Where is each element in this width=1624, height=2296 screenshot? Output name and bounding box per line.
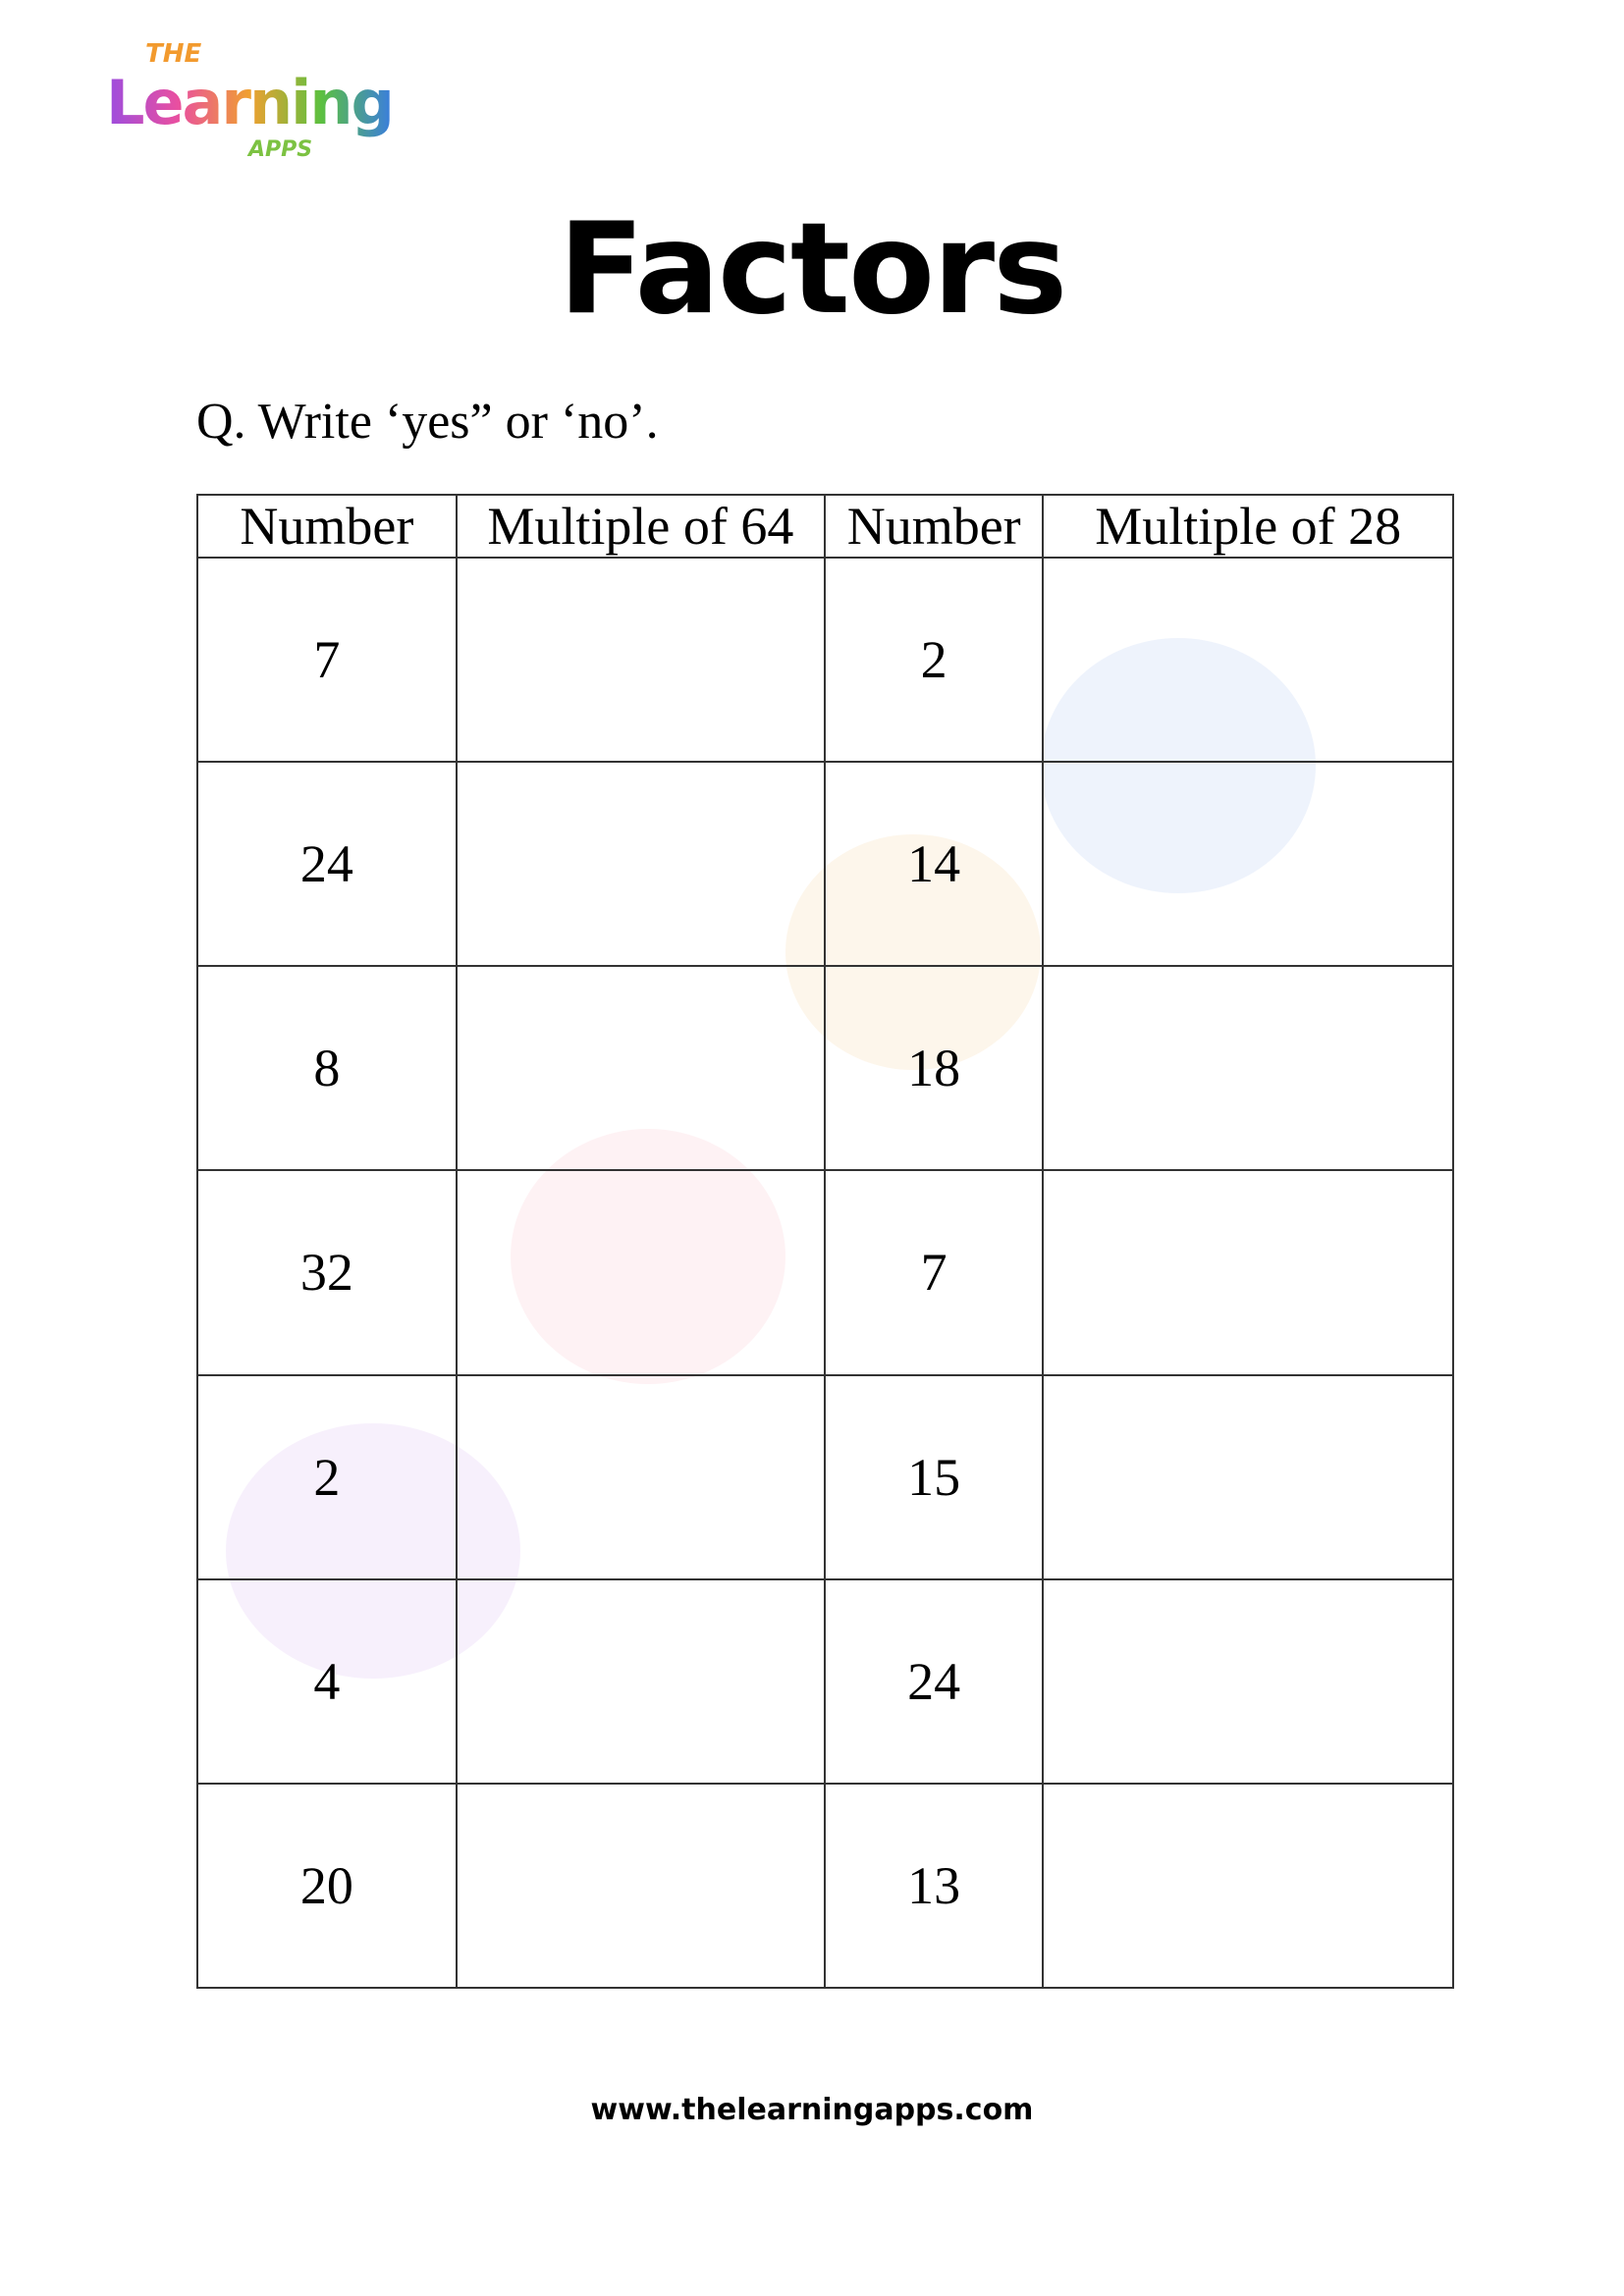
table-row: 32 7	[196, 1169, 1454, 1376]
answer-cell-64[interactable]	[455, 1577, 827, 1785]
header-multiple-64: Multiple of 64	[455, 494, 827, 559]
header-number-2: Number	[823, 494, 1045, 559]
number-cell: 24	[823, 1577, 1045, 1785]
number-cell: 4	[196, 1577, 458, 1785]
number-cell: 7	[823, 1169, 1045, 1376]
question-text: Q. Write ‘yes” or ‘no’.	[196, 394, 659, 450]
number-cell: 18	[823, 965, 1045, 1172]
page-title: Factors	[558, 196, 1068, 343]
answer-cell-28[interactable]	[1042, 1577, 1454, 1785]
answer-cell-64[interactable]	[455, 761, 827, 968]
number-cell: 32	[196, 1169, 458, 1376]
table-row: 8 18	[196, 965, 1454, 1172]
number-cell: 8	[196, 965, 458, 1172]
answer-cell-64[interactable]	[455, 1169, 827, 1376]
logo-learning: Learning	[106, 67, 395, 138]
logo-the: THE	[145, 39, 202, 69]
number-cell: 7	[196, 556, 458, 764]
header-number-1: Number	[196, 494, 458, 559]
number-cell: 14	[823, 761, 1045, 968]
number-cell: 15	[823, 1373, 1045, 1580]
header-multiple-28: Multiple of 28	[1042, 494, 1454, 559]
answer-cell-28[interactable]	[1042, 1373, 1454, 1580]
answer-cell-28[interactable]	[1042, 1782, 1454, 1990]
answer-cell-64[interactable]	[455, 1782, 827, 1990]
answer-cell-64[interactable]	[455, 965, 827, 1172]
answer-cell-28[interactable]	[1042, 1169, 1454, 1376]
answer-cell-28[interactable]	[1042, 761, 1454, 968]
number-cell: 20	[196, 1782, 458, 1990]
number-cell: 2	[196, 1373, 458, 1580]
table-row: 2 15	[196, 1373, 1454, 1580]
answer-cell-28[interactable]	[1042, 556, 1454, 764]
table-row: 4 24	[196, 1577, 1454, 1785]
number-cell: 13	[823, 1782, 1045, 1990]
table-row: 24 14	[196, 761, 1454, 968]
logo: THE Learning APPS	[106, 39, 401, 163]
answer-cell-64[interactable]	[455, 556, 827, 764]
number-cell: 2	[823, 556, 1045, 764]
footer-url: www.thelearningapps.com	[590, 2093, 1034, 2127]
answer-cell-28[interactable]	[1042, 965, 1454, 1172]
header-row: Number Multiple of 64 Number Multiple of…	[196, 494, 1454, 559]
worksheet-table: Number Multiple of 64 Number Multiple of…	[196, 494, 1454, 1990]
answer-cell-64[interactable]	[455, 1373, 827, 1580]
table-row: 20 13	[196, 1782, 1454, 1990]
logo-apps: APPS	[248, 137, 313, 162]
number-cell: 24	[196, 761, 458, 968]
